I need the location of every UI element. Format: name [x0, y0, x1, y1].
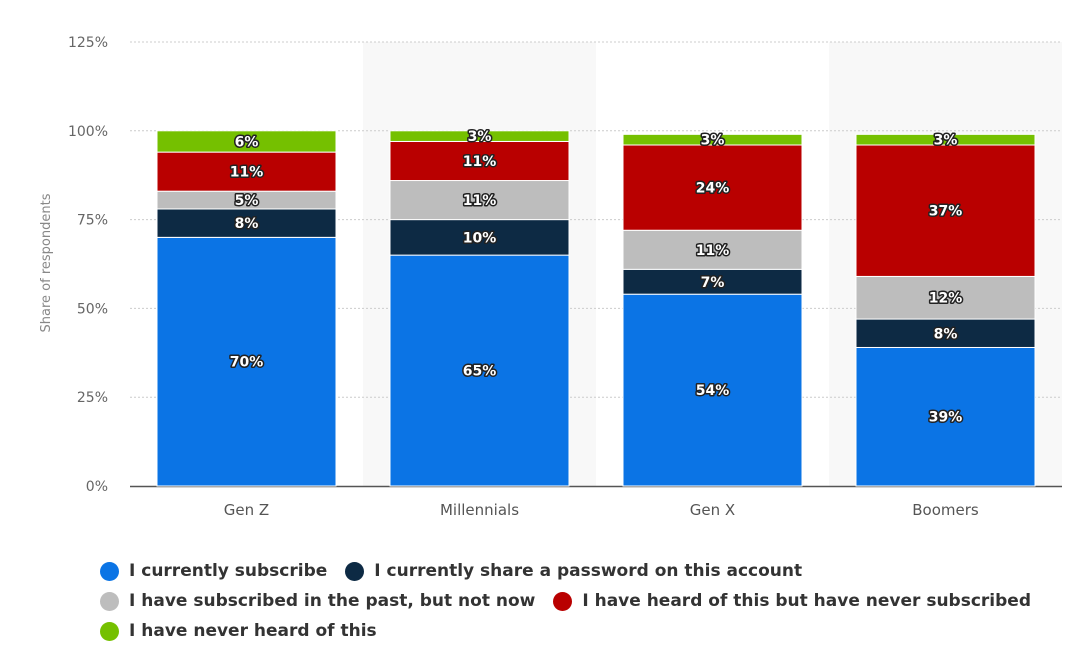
x-tick-label: Millennials	[440, 501, 519, 519]
bar-segment	[156, 130, 337, 153]
data-label: 39%	[929, 410, 963, 426]
bar-segment	[855, 133, 1036, 146]
bar-segment	[855, 346, 1036, 487]
legend-label: I have subscribed in the past, but not n…	[129, 591, 536, 611]
bar-segment	[622, 268, 803, 295]
legend-dot-icon	[553, 591, 573, 611]
x-tick-label: Boomers	[912, 501, 979, 519]
legend-dot-icon	[100, 621, 119, 641]
stacked-bar-chart: 0% 25% 50% 75% 100% 125% 70% 8% 5% 11% 6% Gen Z 65%…	[39, 35, 1062, 519]
legend-item[interactable]: I currently share a password on this acc…	[345, 561, 802, 581]
legend-dot-icon	[100, 591, 119, 611]
bar-segment	[156, 151, 337, 192]
y-tick-label: 100%	[68, 124, 108, 140]
data-label: 3%	[934, 133, 958, 149]
legend-item[interactable]: I currently subscribe	[100, 561, 327, 581]
legend: I currently subscribe I currently share …	[100, 556, 1049, 646]
legend-dot-icon	[100, 561, 119, 581]
data-label: 3%	[701, 133, 725, 149]
legend-item[interactable]: I have subscribed in the past, but not n…	[100, 591, 535, 611]
bar-segment	[855, 275, 1036, 320]
data-label: 65%	[463, 364, 497, 380]
data-label: 8%	[934, 326, 958, 342]
y-tick-label: 25%	[77, 390, 108, 406]
data-label: 24%	[696, 181, 730, 197]
data-label: 54%	[696, 383, 730, 399]
data-label: 3%	[468, 129, 492, 145]
bar-segment	[622, 229, 803, 270]
bar-segment	[156, 236, 337, 487]
data-label: 12%	[929, 291, 963, 307]
legend-label: I currently subscribe	[129, 561, 328, 581]
data-label: 11%	[463, 193, 497, 209]
data-label: 10%	[463, 230, 497, 246]
x-tick-label: Gen Z	[224, 501, 269, 519]
legend-label: I currently share a password on this acc…	[374, 561, 803, 581]
legend-label: I have heard of this but have never subs…	[582, 591, 1031, 611]
bar-segment	[389, 254, 570, 487]
bar-segment	[622, 293, 803, 487]
bar-segment	[855, 144, 1036, 277]
bar-segment	[389, 180, 570, 221]
legend-item[interactable]: I have never heard of this	[100, 621, 377, 641]
data-label: 37%	[929, 204, 963, 220]
bar-segment	[622, 144, 803, 231]
bar-segment	[855, 318, 1036, 348]
data-label: 11%	[696, 243, 730, 259]
bar-segment	[389, 130, 570, 142]
y-tick-label: 50%	[77, 301, 108, 317]
bar-segment	[389, 219, 570, 256]
y-axis-title: Share of respondents	[39, 193, 54, 332]
data-label: 6%	[235, 134, 259, 150]
data-label: 70%	[230, 355, 264, 371]
x-tick-label: Gen X	[690, 501, 735, 519]
y-tick-label: 75%	[77, 213, 108, 229]
data-label: 11%	[230, 165, 264, 181]
data-label: 11%	[463, 154, 497, 170]
y-tick-label: 125%	[68, 35, 108, 51]
data-label: 5%	[235, 193, 259, 209]
legend-item[interactable]: I have heard of this but have never subs…	[553, 591, 1031, 611]
bar-segment	[389, 140, 570, 182]
data-label: 7%	[701, 275, 725, 291]
legend-dot-icon	[345, 561, 365, 581]
bar-segment	[622, 133, 803, 146]
y-tick-label: 0%	[86, 479, 108, 495]
data-label: 8%	[235, 216, 259, 232]
legend-label: I have never heard of this	[129, 621, 377, 641]
bar-segment	[156, 208, 337, 238]
